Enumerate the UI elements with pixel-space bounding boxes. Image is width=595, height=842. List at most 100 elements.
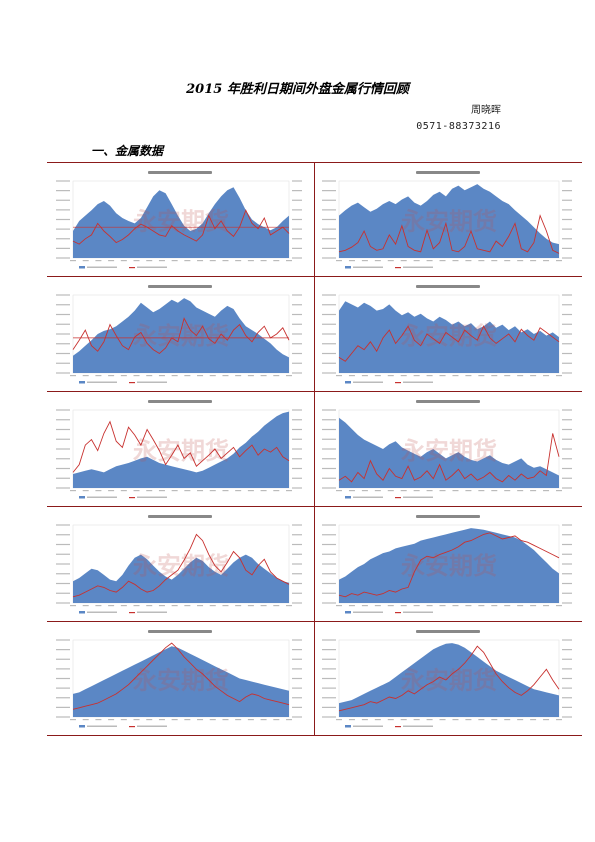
y-axis-tick-left: [56, 573, 70, 575]
x-axis-tick: [517, 605, 524, 607]
chart-panel-7: 永安期货: [53, 511, 307, 617]
x-axis-tick: [95, 490, 102, 492]
y-axis-tick-right: [562, 582, 572, 585]
x-axis-tick: [146, 260, 153, 262]
legend-swatch-area: [345, 496, 351, 499]
y-axis-tick-left: [56, 706, 70, 708]
x-axis-tick: [439, 260, 446, 262]
x-axis-tick: [184, 719, 191, 721]
x-axis-tick: [120, 375, 127, 377]
y-axis-tick-left: [322, 687, 336, 689]
x-axis-tick: [70, 490, 76, 492]
y-axis-tick-right: [562, 323, 572, 325]
y-axis-tick-right: [562, 467, 572, 470]
line-series: [338, 645, 560, 712]
x-axis-tick: [158, 375, 165, 377]
y-axis-tick-left: [322, 573, 336, 575]
y-axis-tick-right: [292, 592, 302, 594]
legend-swatch-area: [345, 266, 351, 269]
y-axis-tick-right: [292, 428, 302, 431]
y-axis-tick-left: [322, 553, 336, 555]
x-axis-tick: [82, 375, 89, 377]
x-axis-tick: [439, 605, 446, 607]
x-axis-tick: [374, 260, 381, 262]
x-axis-tick: [426, 719, 433, 721]
chart-title-placeholder: [148, 171, 212, 174]
y-axis-tick-left: [322, 372, 336, 374]
x-axis-tick: [556, 605, 562, 607]
y-axis-tick-right: [562, 238, 572, 240]
y-axis-tick-right: [292, 438, 302, 440]
x-axis-tick: [209, 719, 216, 721]
x-axis-tick: [70, 260, 76, 262]
legend-label-line: [403, 725, 433, 727]
y-axis-tick-right: [292, 458, 302, 460]
line-series: [72, 533, 290, 598]
y-axis-tick-left: [56, 716, 70, 718]
legend-swatch-area: [79, 266, 85, 269]
y-axis-tick-left: [56, 687, 70, 689]
legend-label-line: [137, 381, 167, 383]
legend-label-area: [87, 381, 117, 383]
grid-divider-3: [47, 506, 582, 507]
y-axis-tick-left: [322, 247, 336, 249]
x-axis-tick: [465, 260, 472, 262]
y-axis-tick-right: [562, 313, 572, 316]
x-axis-tick: [247, 490, 254, 492]
x-axis-tick: [556, 375, 562, 377]
y-axis-tick-left: [56, 458, 70, 460]
y-axis-tick-left: [322, 706, 336, 708]
y-axis-tick-left: [322, 602, 336, 604]
y-axis-tick-left: [56, 534, 70, 536]
y-axis-tick-right: [562, 458, 572, 460]
x-axis-tick: [273, 375, 280, 377]
y-axis-tick-left: [56, 199, 70, 201]
chart-panel-6: 永安期货: [319, 396, 577, 502]
chart-title-placeholder: [416, 400, 480, 403]
x-axis-tick: [260, 260, 267, 262]
y-axis-tick-right: [562, 563, 572, 565]
x-axis-tick: [426, 490, 433, 492]
chart-2: 永安期货: [322, 171, 572, 269]
x-axis-tick: [543, 719, 550, 721]
x-axis-tick: [286, 490, 292, 492]
y-axis-tick-right: [292, 228, 302, 230]
x-axis-tick: [348, 375, 355, 377]
y-axis-tick-right: [562, 677, 572, 680]
y-axis-tick-right: [292, 180, 302, 182]
area-series: [73, 187, 289, 258]
y-axis-tick-left: [56, 553, 70, 555]
x-axis-tick: [413, 375, 420, 377]
x-axis-tick: [158, 490, 165, 492]
y-axis-tick-left: [322, 592, 336, 594]
y-axis-tick-left: [322, 343, 336, 345]
x-axis-tick: [413, 490, 420, 492]
y-axis-tick-left: [56, 257, 70, 259]
x-axis-tick: [556, 490, 562, 492]
chart-10: 永安期货: [322, 630, 572, 728]
x-axis-tick: [273, 719, 280, 721]
y-axis-tick-right: [292, 257, 302, 259]
x-axis-tick: [530, 605, 537, 607]
x-axis-tick: [133, 260, 140, 262]
y-axis-tick-left: [322, 304, 336, 306]
x-axis-tick: [158, 605, 165, 607]
y-axis-tick-right: [292, 323, 302, 325]
watermark-text: 永安期货: [133, 322, 229, 350]
y-axis-tick-right: [562, 592, 572, 594]
x-axis-tick: [439, 719, 446, 721]
x-axis-tick: [235, 490, 242, 492]
legend-swatch-line: [395, 497, 401, 499]
y-axis-tick-left: [322, 534, 336, 536]
chart-title-placeholder: [148, 630, 212, 633]
area-series: [73, 298, 289, 373]
y-axis-tick-left: [322, 458, 336, 460]
y-axis-tick-left: [56, 409, 70, 411]
x-axis-tick: [491, 719, 498, 721]
x-axis-tick: [543, 490, 550, 492]
x-axis-tick: [171, 490, 178, 492]
y-axis-tick-right: [562, 524, 572, 526]
y-axis-tick-right: [292, 649, 302, 651]
x-axis-tick: [504, 260, 511, 262]
y-axis-tick-right: [562, 228, 572, 230]
